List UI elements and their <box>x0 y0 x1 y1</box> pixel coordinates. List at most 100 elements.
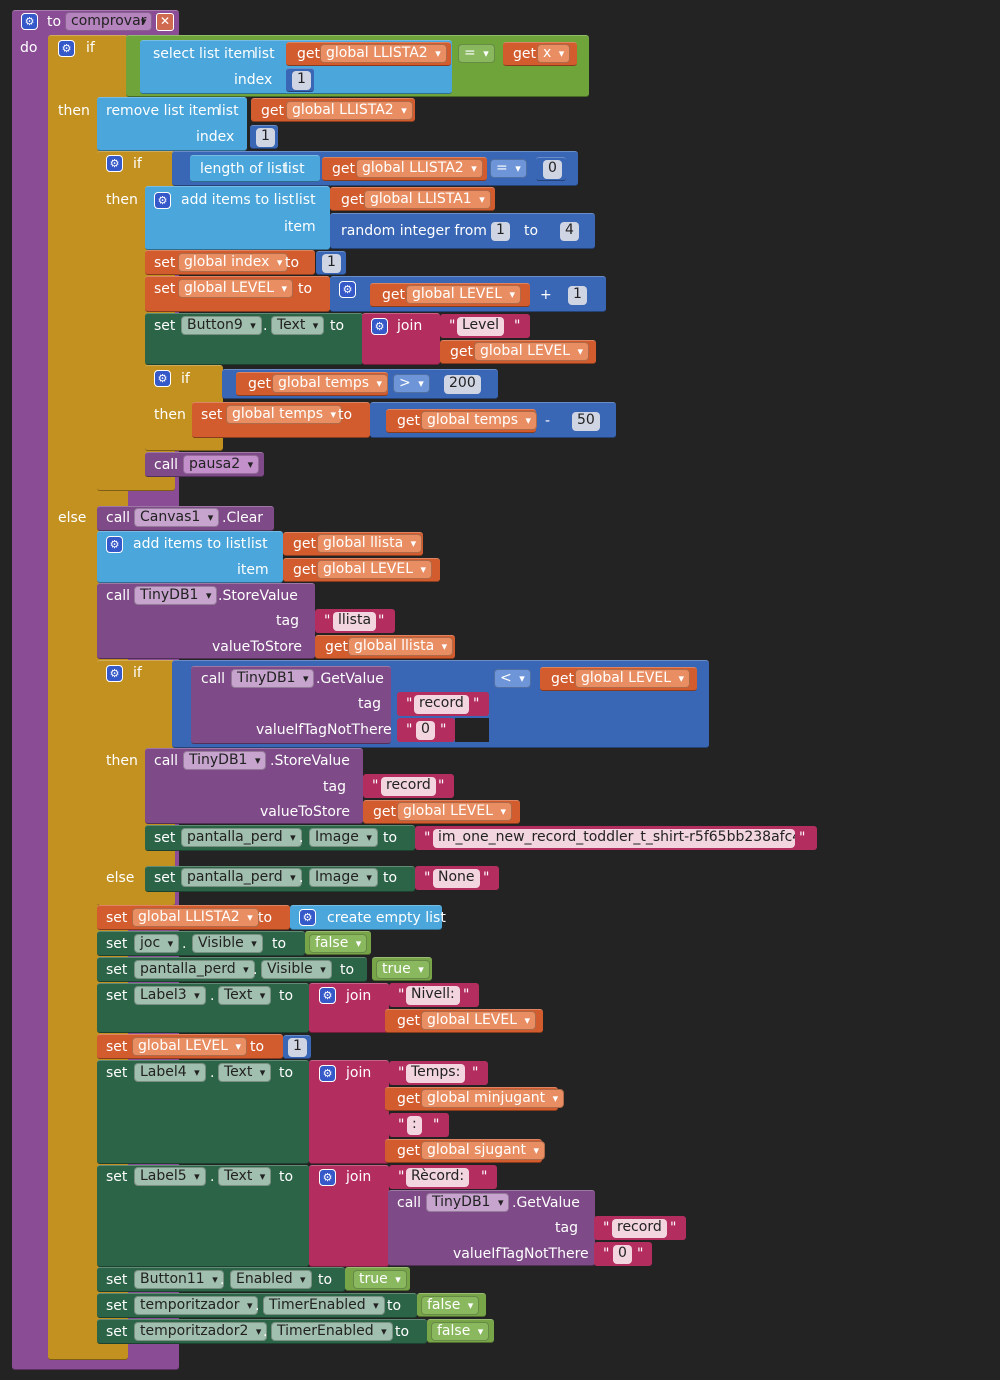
random-integer-block[interactable] <box>330 213 595 249</box>
variable-dropdown[interactable]: global LLISTA2 <box>132 908 259 927</box>
gear-icon[interactable]: ⚙ <box>371 318 388 335</box>
component-dropdown[interactable]: TinyDB1 <box>426 1193 510 1212</box>
procedure-dropdown[interactable]: pausa2 <box>183 455 260 474</box>
text-value[interactable]: record <box>381 777 436 796</box>
boolean-dropdown[interactable]: false <box>421 1296 480 1315</box>
variable-dropdown[interactable]: global LLISTA2 <box>286 101 413 120</box>
variable-dropdown[interactable]: global llista <box>317 534 423 553</box>
gear-icon[interactable]: ⚙ <box>106 155 123 172</box>
gear-icon[interactable]: ⚙ <box>299 909 316 926</box>
variable-dropdown[interactable]: x <box>537 44 571 63</box>
component-dropdown[interactable]: TinyDB1 <box>231 669 315 688</box>
variable-dropdown[interactable]: global LEVEL <box>132 1037 248 1056</box>
property-dropdown[interactable]: Visible <box>261 960 332 979</box>
text-value[interactable]: Level <box>457 317 504 336</box>
variable-dropdown[interactable]: global LLISTA1 <box>364 190 491 209</box>
gear-icon[interactable]: ⚙ <box>21 13 38 30</box>
variable-dropdown[interactable]: global LEVEL <box>317 560 433 579</box>
property-dropdown[interactable]: Text <box>218 986 272 1005</box>
component-dropdown[interactable]: pantalla_perd <box>134 960 255 979</box>
add-items-to-list-block[interactable] <box>145 186 330 250</box>
operator-dropdown[interactable]: = <box>490 159 527 178</box>
text-value[interactable]: Temps: <box>406 1064 466 1083</box>
property-dropdown[interactable]: Text <box>271 316 325 335</box>
gear-icon[interactable]: ⚙ <box>339 281 356 298</box>
number-value[interactable]: 50 <box>572 412 600 431</box>
gear-icon[interactable]: ⚙ <box>58 40 75 57</box>
component-dropdown[interactable]: pantalla_perd <box>181 828 302 847</box>
property-dropdown[interactable]: Enabled <box>230 1270 312 1289</box>
variable-dropdown[interactable]: global index <box>178 253 289 272</box>
component-dropdown[interactable]: Button9 <box>181 316 262 335</box>
gear-icon[interactable]: ⚙ <box>154 370 171 387</box>
variable-dropdown[interactable]: global temps <box>272 374 389 393</box>
boolean-dropdown[interactable]: true <box>353 1270 407 1289</box>
text-value[interactable]: im_one_new_record_toddler_t_shirt-r5f65b… <box>433 829 795 848</box>
gear-icon[interactable]: ⚙ <box>319 1169 336 1186</box>
property-dropdown[interactable]: TimerEnabled <box>271 1322 393 1341</box>
variable-dropdown[interactable]: global LEVEL <box>474 342 590 361</box>
component-dropdown[interactable]: Label5 <box>134 1167 206 1186</box>
gear-icon[interactable]: ⚙ <box>106 665 123 682</box>
text-value[interactable]: record <box>414 695 469 714</box>
set-component-block[interactable] <box>97 1165 309 1267</box>
boolean-dropdown[interactable]: true <box>376 960 430 979</box>
gear-icon[interactable]: ⚙ <box>319 987 336 1004</box>
number-value[interactable]: 1 <box>568 286 587 305</box>
variable-dropdown[interactable]: global LEVEL <box>575 669 691 688</box>
number-value[interactable]: 1 <box>256 128 275 147</box>
variable-dropdown[interactable]: global llista <box>348 637 454 656</box>
component-dropdown[interactable]: temporitzador2 <box>134 1322 268 1341</box>
text-value[interactable]: Nivell: <box>406 986 460 1005</box>
boolean-dropdown[interactable]: false <box>309 934 368 953</box>
gear-icon[interactable]: ⚙ <box>106 536 123 553</box>
component-dropdown[interactable]: pantalla_perd <box>181 868 302 887</box>
component-dropdown[interactable]: temporitzador <box>134 1296 259 1315</box>
variable-dropdown[interactable]: global LEVEL <box>406 285 522 304</box>
number-value[interactable]: 1 <box>322 254 341 273</box>
property-dropdown[interactable]: Visible <box>192 934 263 953</box>
variable-dropdown[interactable]: global temps <box>421 411 538 430</box>
component-dropdown[interactable]: Label3 <box>134 986 206 1005</box>
variable-dropdown[interactable]: global LLISTA2 <box>356 159 483 178</box>
text-value[interactable]: 0 <box>416 721 435 740</box>
component-dropdown[interactable]: TinyDB1 <box>134 586 218 605</box>
boolean-dropdown[interactable]: false <box>431 1322 490 1341</box>
gear-icon[interactable]: ⚙ <box>319 1065 336 1082</box>
number-value[interactable]: 1 <box>491 222 510 241</box>
property-dropdown[interactable]: Image <box>309 868 378 887</box>
length-of-list-block[interactable] <box>190 155 320 182</box>
close-icon[interactable]: ✕ <box>156 13 174 31</box>
text-value[interactable]: 0 <box>613 1245 632 1264</box>
number-value[interactable]: 1 <box>288 1038 307 1057</box>
component-dropdown[interactable]: TinyDB1 <box>183 751 267 770</box>
component-dropdown[interactable]: Button11 <box>134 1270 224 1289</box>
procedure-name-field[interactable]: comprovar <box>65 12 153 31</box>
variable-dropdown[interactable]: global temps <box>226 405 343 424</box>
text-value[interactable]: None <box>433 869 480 888</box>
variable-dropdown[interactable]: global LEVEL <box>178 279 294 298</box>
number-value[interactable]: 200 <box>444 375 481 394</box>
variable-dropdown[interactable]: global sjugant <box>421 1141 546 1160</box>
property-dropdown[interactable]: Text <box>218 1063 272 1082</box>
component-dropdown[interactable]: Label4 <box>134 1063 206 1082</box>
component-dropdown[interactable]: Canvas1 <box>134 508 220 527</box>
remove-list-item-block[interactable] <box>97 97 247 151</box>
operator-dropdown[interactable]: > <box>393 374 430 393</box>
component-dropdown[interactable]: joc <box>134 934 180 953</box>
property-dropdown[interactable]: Text <box>218 1167 272 1186</box>
operator-dropdown[interactable]: = <box>458 44 495 63</box>
number-value[interactable]: 4 <box>560 222 579 241</box>
operator-dropdown[interactable]: < <box>494 669 531 688</box>
text-value[interactable]: llista <box>333 612 377 631</box>
property-dropdown[interactable]: TimerEnabled <box>263 1296 385 1315</box>
property-dropdown[interactable]: Image <box>309 828 378 847</box>
text-value[interactable]: : <box>407 1116 422 1135</box>
variable-dropdown[interactable]: global minjugant <box>421 1089 565 1108</box>
number-value[interactable]: 1 <box>292 71 311 90</box>
text-value[interactable]: record <box>612 1219 667 1238</box>
add-items-to-list-block[interactable] <box>97 531 283 583</box>
gear-icon[interactable]: ⚙ <box>154 192 171 209</box>
variable-dropdown[interactable]: global LEVEL <box>397 802 513 821</box>
text-value[interactable]: Rècord: <box>406 1168 470 1187</box>
